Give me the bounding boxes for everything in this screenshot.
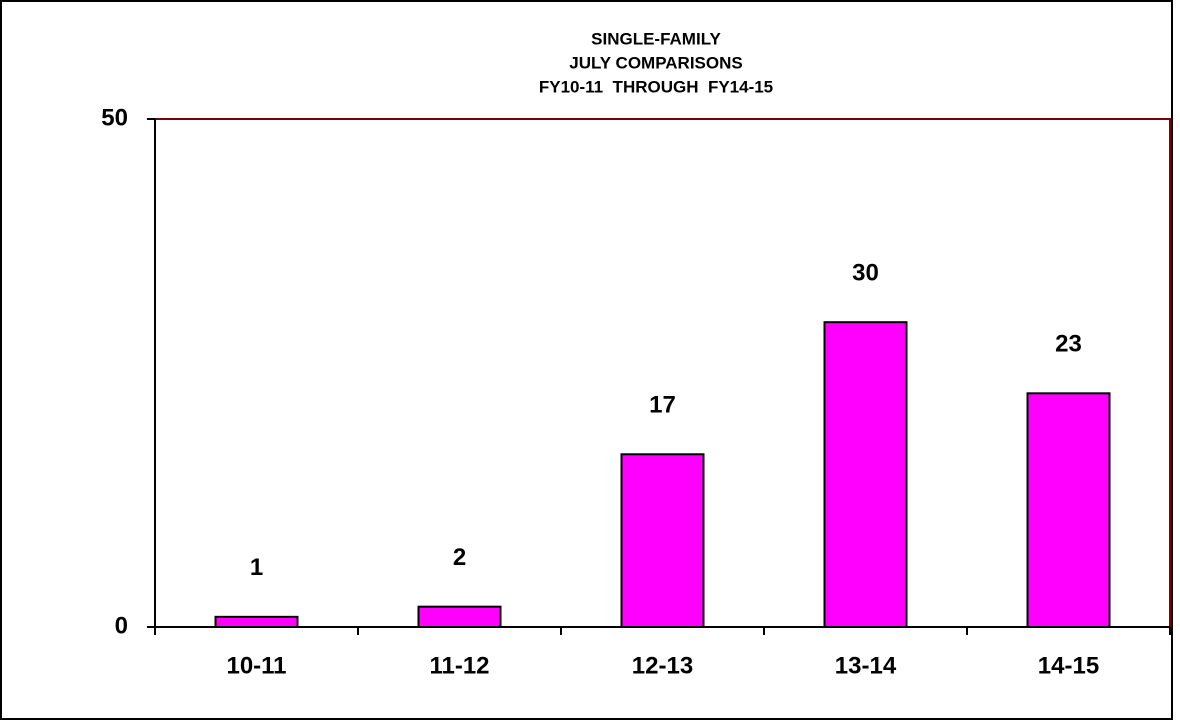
x-tick-label: 12-13 bbox=[632, 652, 693, 679]
x-tick-label: 11-12 bbox=[429, 652, 489, 679]
x-tick-label: 14-15 bbox=[1038, 652, 1099, 679]
plot-border bbox=[155, 118, 1171, 627]
bar bbox=[214, 615, 299, 629]
data-label: 30 bbox=[852, 260, 879, 287]
chart-title: FY10-11 THROUGH FY14-15 bbox=[539, 77, 773, 96]
x-tick-label: 10-11 bbox=[226, 652, 286, 679]
data-label: 1 bbox=[250, 554, 263, 581]
data-label: 17 bbox=[649, 392, 676, 419]
y-tick-label: 0 bbox=[115, 612, 128, 639]
bar bbox=[620, 453, 705, 628]
data-label: 2 bbox=[453, 544, 466, 571]
chart-title: SINGLE-FAMILY bbox=[591, 29, 721, 48]
bar bbox=[1026, 392, 1111, 628]
bar bbox=[823, 321, 908, 628]
x-tick-label: 13-14 bbox=[835, 652, 897, 679]
bar bbox=[417, 605, 502, 628]
chart-title: JULY COMPARISONS bbox=[569, 53, 743, 72]
y-tick-label: 50 bbox=[101, 104, 128, 131]
data-label: 23 bbox=[1055, 331, 1082, 358]
